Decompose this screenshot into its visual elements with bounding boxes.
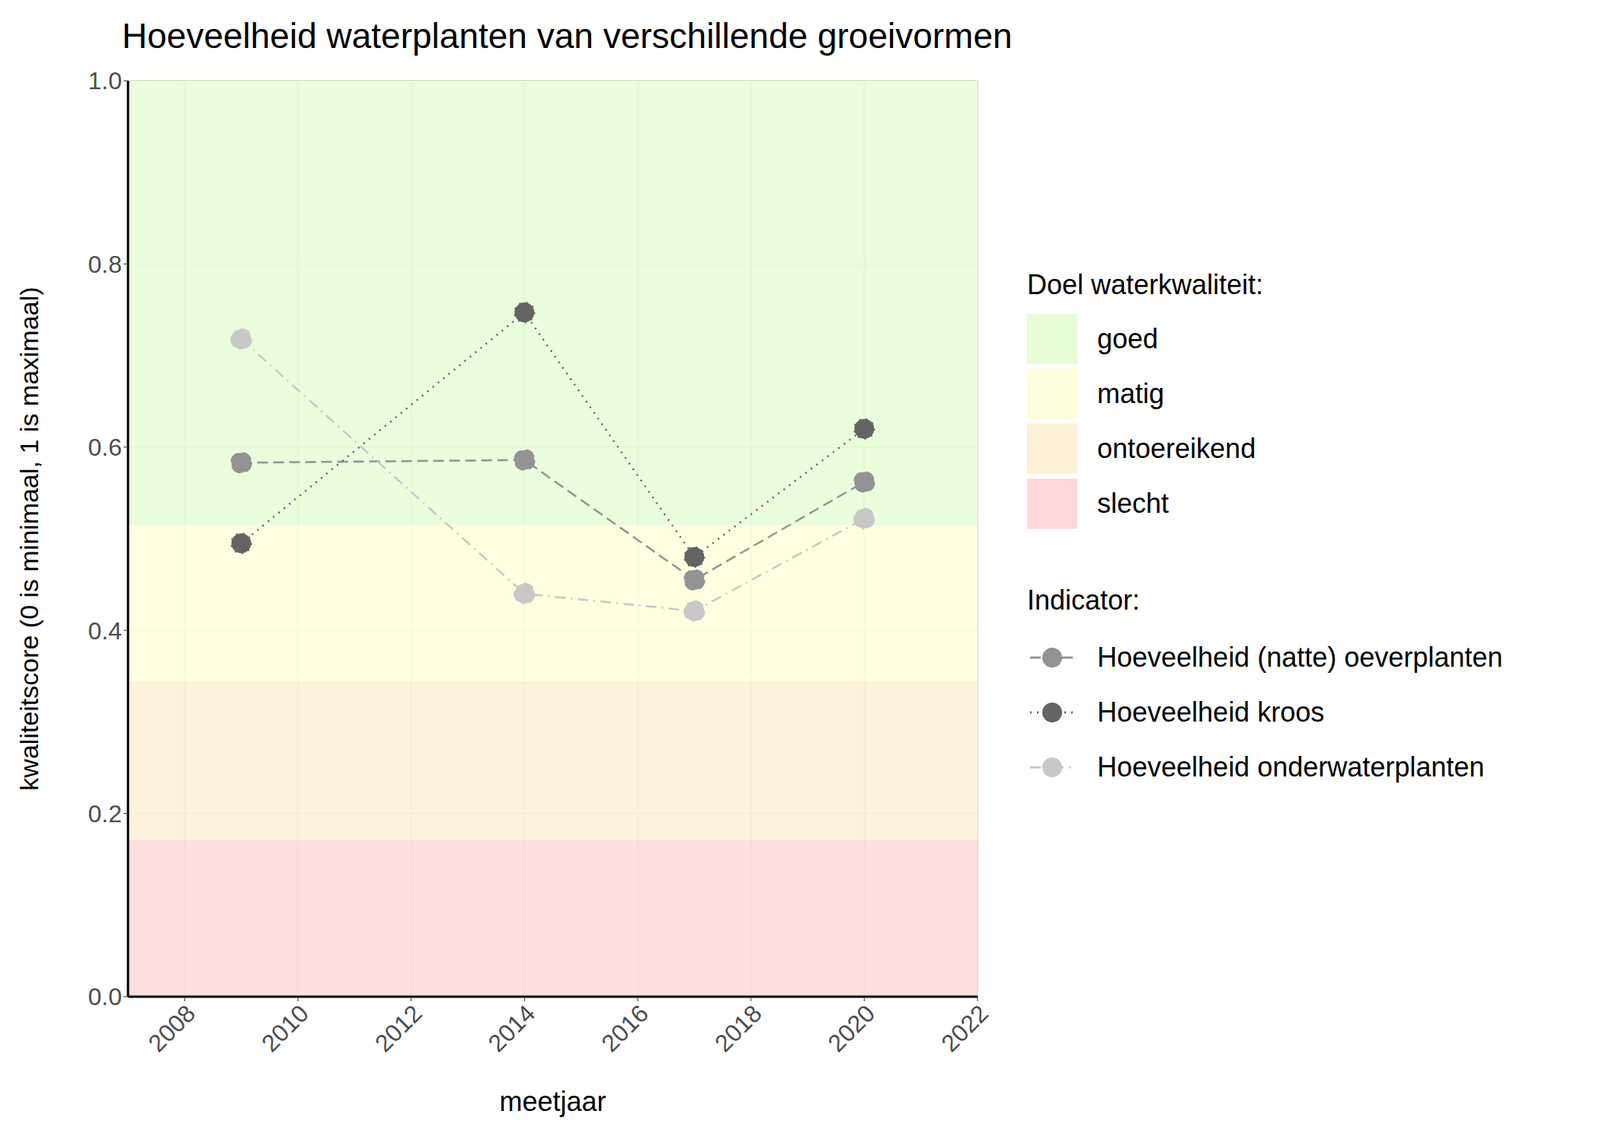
html-text:goed: goed — [1097, 323, 1159, 355]
svg-text:0.4: 0.4 — [88, 617, 122, 645]
html-text:slecht: slecht — [1097, 487, 1169, 519]
svg-text:2022: 2022 — [935, 999, 994, 1058]
svg-text:0.6: 0.6 — [88, 433, 122, 461]
svg-text:2008: 2008 — [143, 999, 202, 1058]
html-text:ontoereikend: ontoereikend — [1097, 432, 1256, 464]
html-text:Indicator:: Indicator: — [1027, 584, 1140, 616]
svg-text:0.8: 0.8 — [88, 250, 122, 279]
svg-text:meetjaar: meetjaar — [499, 1085, 606, 1117]
svg-text:2020: 2020 — [822, 999, 881, 1058]
html-text:matig: matig — [1097, 377, 1165, 410]
svg-text:2014: 2014 — [483, 999, 541, 1058]
svg-text:0.0: 0.0 — [88, 982, 122, 1011]
svg-text:kwaliteitscore (0 is minimaal,: kwaliteitscore (0 is minimaal, 1 is maxi… — [14, 286, 44, 791]
html-text:Hoeveelheid waterplanten van v: Hoeveelheid waterplanten van verschillen… — [121, 16, 1013, 56]
svg-text:2012: 2012 — [369, 999, 428, 1058]
svg-text:2010: 2010 — [256, 999, 314, 1058]
svg-text:1.0: 1.0 — [88, 67, 122, 95]
html-text:Hoeveelheid onderwaterplanten: Hoeveelheid onderwaterplanten — [1097, 751, 1485, 783]
html-text:Doel waterkwaliteit:: Doel waterkwaliteit: — [1027, 268, 1264, 301]
svg-text:2016: 2016 — [595, 999, 654, 1058]
html-text:Hoeveelheid (natte) oeverplant: Hoeveelheid (natte) oeverplanten — [1097, 641, 1503, 673]
html-text:Hoeveelheid kroos: Hoeveelheid kroos — [1097, 696, 1325, 728]
svg-text:2018: 2018 — [709, 999, 768, 1058]
svg-text:0.2: 0.2 — [88, 800, 122, 828]
